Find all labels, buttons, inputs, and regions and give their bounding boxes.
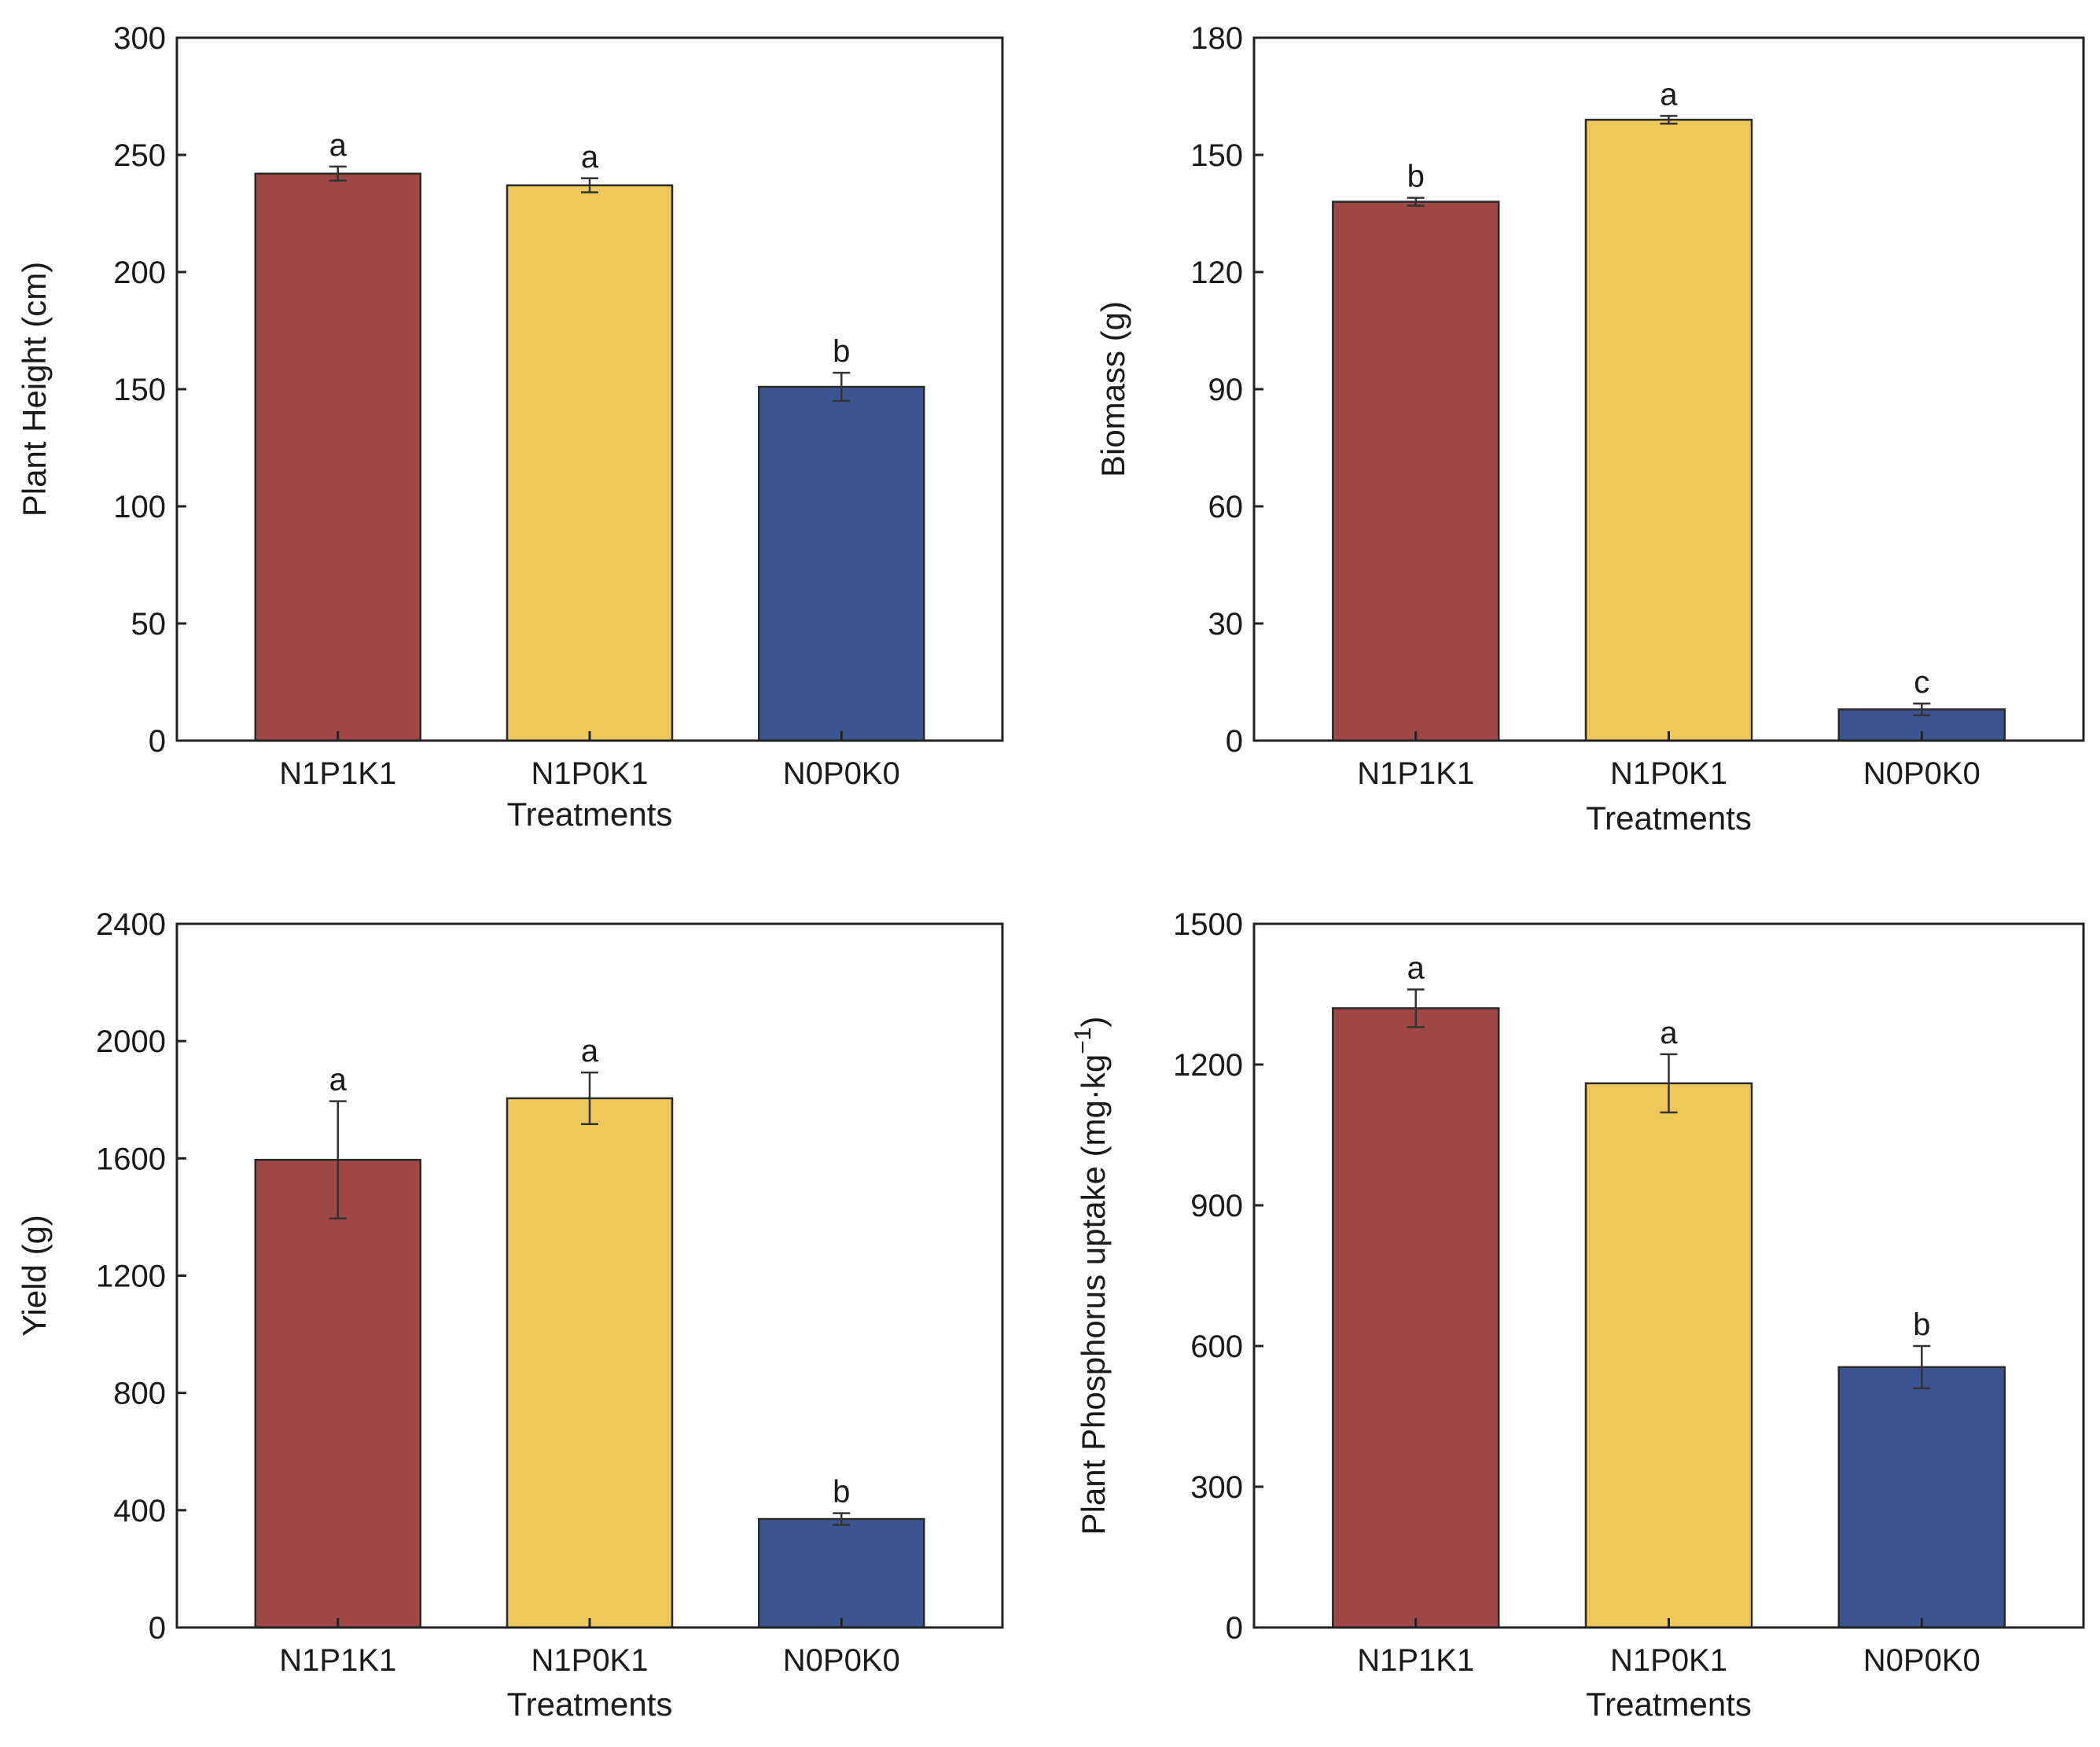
error-bar-n1p0k1 (581, 1071, 598, 1125)
y-axis-title-main: Plant Height (cm) (16, 262, 53, 517)
error-bar-n1p0k1 (1660, 115, 1678, 125)
significance-letter: a (581, 1034, 599, 1068)
y-tick-label: 900 (1190, 1189, 1243, 1223)
bar-n0p0k0 (758, 1517, 925, 1629)
y-axis-title: Plant Height (cm) (16, 262, 53, 517)
x-tick-label: N1P0K1 (1610, 1643, 1727, 1678)
significance-letter: b (833, 1475, 850, 1510)
y-tick-label: 30 (1208, 607, 1244, 642)
y-axis-title: Biomass (g) (1094, 301, 1131, 477)
x-tick-label: N1P0K1 (531, 756, 649, 791)
y-tick-label: 50 (131, 607, 167, 642)
significance-letter: a (329, 128, 348, 163)
significance-letter: a (329, 1063, 348, 1098)
y-tick-label: 1200 (96, 1260, 166, 1294)
plot-frame (175, 36, 1004, 742)
x-tick-label: N0P0K0 (1863, 756, 1980, 791)
y-tick-label: 800 (113, 1377, 166, 1411)
y-tick-label: 1600 (96, 1142, 166, 1176)
x-tick-label: N1P0K1 (1610, 756, 1727, 791)
chart-panel-2: b N1P1K1 a N1P0K1 c N0P0K0 0 30 60 90 120 150 180 Tre… (1094, 21, 2085, 837)
significance-letter: b (833, 334, 850, 369)
y-tick-label: 300 (1190, 1470, 1243, 1505)
error-bar-n1p1k1 (1407, 988, 1425, 1028)
y-axis-title: Plant Phosphorus uptake (mg·kg−1) (1070, 1017, 1112, 1536)
x-tick-label: N0P0K0 (1863, 1643, 1980, 1678)
y-tick-label: 60 (1208, 490, 1244, 524)
x-tick-label: N0P0K0 (783, 756, 900, 791)
y-axis-title-main: Yield (g) (16, 1215, 53, 1337)
x-axis-title: Treatments (507, 1686, 673, 1723)
y-tick-label: 120 (1190, 256, 1243, 290)
y-axis-title-main: Plant Phosphorus uptake (mg·kg (1075, 1054, 1112, 1536)
significance-letter: a (1660, 77, 1678, 112)
x-axis-title: Treatments (1586, 800, 1752, 837)
y-tick-label: 0 (149, 724, 166, 759)
error-bar-n0p0k0 (833, 371, 851, 403)
x-axis-title: Treatments (507, 796, 673, 833)
bar-n1p1k1 (254, 172, 421, 742)
y-tick-label: 2400 (96, 907, 166, 942)
bar-n1p0k1 (1584, 1082, 1753, 1629)
x-axis-title: Treatments (1586, 1686, 1752, 1723)
plot-frame (1252, 922, 2085, 1629)
y-tick-label: 2000 (96, 1024, 166, 1059)
y-axis-title-main: Biomass (g) (1094, 301, 1131, 477)
y-tick-label: 150 (113, 373, 166, 407)
significance-letter: a (1407, 951, 1425, 986)
x-tick-label: N1P0K1 (531, 1643, 649, 1678)
significance-letter: b (1913, 1307, 1930, 1342)
x-tick-label: N1P1K1 (279, 1643, 396, 1678)
y-tick-label: 300 (113, 21, 166, 56)
bar-n1p0k1 (506, 184, 674, 742)
bar-n1p1k1 (1331, 200, 1500, 742)
y-tick-label: 250 (113, 138, 166, 173)
significance-letter: a (581, 140, 599, 175)
chart-panel-3: a N1P1K1 a N1P0K1 b N0P0K0 0 400 800 1200 1600 2000… (16, 907, 1004, 1723)
y-tick-label: 600 (1190, 1330, 1243, 1364)
y-axis-title-suffix: ) (1075, 1017, 1112, 1028)
chart-panel-4: a N1P1K1 a N1P0K1 b N0P0K0 0 300 600 900 1200 1500 T… (1070, 907, 2085, 1723)
bar-n1p0k1 (1584, 119, 1753, 742)
y-tick-label: 0 (1226, 724, 1243, 759)
y-tick-label: 1500 (1173, 907, 1243, 942)
x-tick-label: N1P1K1 (279, 756, 396, 791)
y-axis-title-superscript: −1 (1070, 1028, 1096, 1054)
significance-letter: a (1660, 1016, 1678, 1050)
error-bar-n1p1k1 (1407, 197, 1425, 207)
x-tick-label: N1P1K1 (1357, 1643, 1474, 1678)
y-tick-label: 200 (113, 256, 166, 290)
y-tick-label: 180 (1190, 21, 1243, 56)
y-tick-label: 1200 (1173, 1048, 1243, 1083)
bar-n1p0k1 (506, 1097, 674, 1629)
y-tick-label: 90 (1208, 373, 1244, 407)
bar-n1p1k1 (1331, 1007, 1500, 1629)
x-tick-label: N1P1K1 (1357, 756, 1474, 791)
chart-panel-1: a N1P1K1 a N1P0K1 b N0P0K0 0 50 100 150 200 250 300 T… (16, 21, 1004, 833)
bar-n1p1k1 (254, 1158, 421, 1629)
error-bar-n1p0k1 (1660, 1053, 1678, 1114)
bar-n0p0k0 (1837, 1366, 2006, 1629)
error-bar-n1p0k1 (581, 177, 598, 193)
error-bar-n0p0k0 (1913, 1344, 1931, 1389)
y-tick-label: 0 (149, 1611, 166, 1646)
y-tick-label: 100 (113, 490, 166, 524)
error-bar-n1p1k1 (329, 165, 347, 182)
y-axis-title: Yield (g) (16, 1215, 53, 1337)
significance-letter: b (1407, 160, 1425, 194)
y-tick-label: 400 (113, 1494, 166, 1528)
error-bar-n1p1k1 (329, 1100, 347, 1220)
y-tick-label: 0 (1226, 1611, 1243, 1646)
plot-frame (1252, 36, 2085, 742)
error-bar-n0p0k0 (1913, 702, 1931, 716)
error-bar-n0p0k0 (833, 1512, 851, 1526)
x-tick-label: N0P0K0 (783, 1643, 900, 1678)
significance-letter: c (1914, 665, 1929, 700)
y-tick-label: 150 (1190, 138, 1243, 173)
bar-n0p0k0 (758, 385, 925, 742)
plot-frame (175, 922, 1004, 1629)
